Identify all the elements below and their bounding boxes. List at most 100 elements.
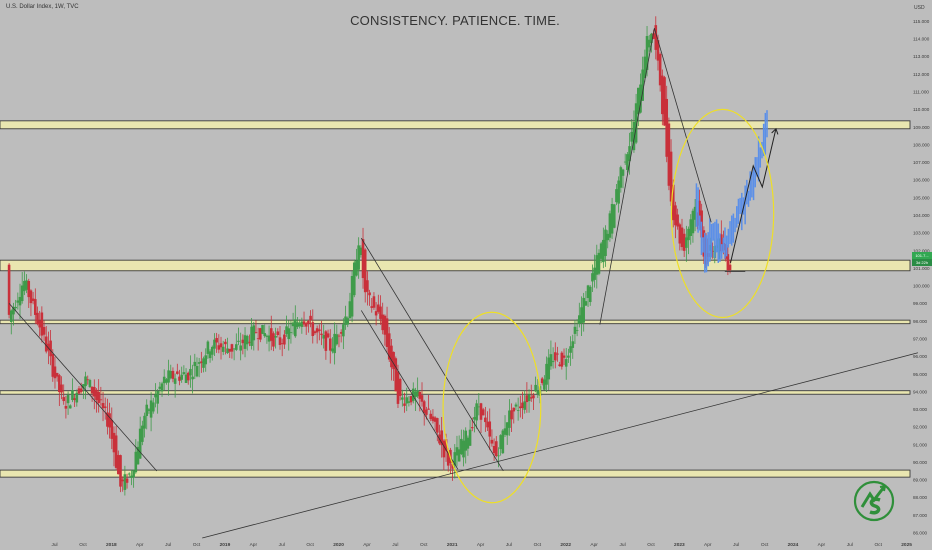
candle-body-229 xyxy=(508,410,511,428)
candle-body-203 xyxy=(451,463,454,469)
y-tick-5: 110.000 xyxy=(913,107,930,112)
candle-body-188 xyxy=(418,391,422,399)
candle-body-252 xyxy=(558,364,561,366)
trendline-0 xyxy=(8,303,158,472)
candle-body-140 xyxy=(313,331,317,334)
candle-body-150 xyxy=(335,334,339,345)
y-tick-9: 106.000 xyxy=(913,178,930,183)
candle-body-117 xyxy=(263,333,267,337)
candle-body-179 xyxy=(398,379,402,396)
y-axis[interactable]: USD 115.000 114.000 113.000 112.000 111.000 11… xyxy=(913,5,930,536)
candle-body-287 xyxy=(634,103,638,143)
candle-body-0 xyxy=(7,264,11,315)
candle-body-32 xyxy=(77,388,81,394)
y-tick-10: 105.000 xyxy=(913,195,930,200)
candle-body-42 xyxy=(99,399,103,401)
candle-body-73 xyxy=(167,370,170,383)
candle-body-87 xyxy=(197,362,201,364)
candle-body-212 xyxy=(470,427,474,429)
candle-body-193 xyxy=(429,413,433,420)
candle-body-76 xyxy=(173,378,177,384)
x-tick-10: 2020 xyxy=(333,542,344,548)
candle-body-314 xyxy=(693,206,697,220)
candle-body-284 xyxy=(628,146,631,162)
candle-body-108 xyxy=(243,335,247,349)
candle-body-135 xyxy=(302,321,306,325)
candle-body-46 xyxy=(108,413,111,428)
candle-body-112 xyxy=(252,325,256,341)
candle-body-239 xyxy=(529,397,533,399)
candle-body-330 xyxy=(728,264,732,271)
y-tick-1: 114.000 xyxy=(913,37,930,42)
candle-body-113 xyxy=(254,332,258,334)
x-tick-30: 2025 xyxy=(901,542,912,548)
brand-logo-icon xyxy=(853,480,895,522)
candle-body-204 xyxy=(453,452,457,466)
candle-body-123 xyxy=(276,331,280,336)
candle-body-103 xyxy=(232,348,236,350)
candle-body-9 xyxy=(27,280,31,298)
x-axis[interactable]: Jul Oct 2018 Apr Jul Oct 2019 Apr Jul Oct 2020 Apr J… xyxy=(51,542,912,548)
candle-body-8 xyxy=(25,280,28,290)
projection-series xyxy=(695,110,779,273)
candle-body-260 xyxy=(575,330,579,331)
candle-body-74 xyxy=(169,370,173,379)
candle-body-231 xyxy=(512,407,516,412)
y-tick-26: 89.000 xyxy=(913,478,927,483)
candle-body-254 xyxy=(562,355,566,358)
candle-body-55 xyxy=(127,473,131,475)
candle-body-127 xyxy=(285,326,288,334)
y-tick-25: 90.000 xyxy=(913,460,927,465)
candle-body-100 xyxy=(226,348,229,354)
x-tick-13: Oct xyxy=(420,542,428,548)
candle-body-125 xyxy=(280,343,284,344)
candle-body-259 xyxy=(573,326,577,334)
candle-body-316 xyxy=(698,200,701,226)
symbol-label[interactable]: U.S. Dollar Index, 1W, TVC xyxy=(6,4,79,10)
candle-body-102 xyxy=(230,344,234,352)
candle-body-34 xyxy=(82,384,85,389)
candle-body-149 xyxy=(333,333,336,354)
x-tick-7: Apr xyxy=(250,542,258,548)
candle-body-109 xyxy=(245,335,249,345)
y-tick-21: 94.000 xyxy=(913,389,927,394)
candle-body-221 xyxy=(490,439,494,444)
candle-body-196 xyxy=(436,418,439,433)
candle-body-214 xyxy=(475,403,478,421)
candle-body-54 xyxy=(125,478,129,483)
candle-body-83 xyxy=(189,368,192,376)
candle-body-278 xyxy=(615,189,618,203)
candle-body-49 xyxy=(114,435,118,468)
candle-body-43 xyxy=(101,403,105,409)
y-tick-4: 111.000 xyxy=(913,90,929,95)
candle-body-227 xyxy=(503,428,507,435)
y-axis-currency: USD xyxy=(914,5,925,11)
x-tick-25: Oct xyxy=(761,542,769,548)
candle-body-51 xyxy=(119,455,122,487)
candle-body-121 xyxy=(272,333,275,347)
y-tick-12: 103.000 xyxy=(913,231,930,236)
candle-body-105 xyxy=(237,340,240,342)
candle-body-1 xyxy=(9,310,13,322)
candle-body-24 xyxy=(60,384,63,393)
candle-body-220 xyxy=(488,421,492,437)
candle-body-233 xyxy=(516,410,520,411)
candle-body-289 xyxy=(639,84,642,113)
candle-body-40 xyxy=(95,389,98,400)
candle-body-219 xyxy=(486,421,489,428)
y-tick-15: 100.000 xyxy=(913,284,930,289)
zone-1 xyxy=(0,259,911,272)
candle-body-303 xyxy=(669,151,673,202)
candle-body-329 xyxy=(726,254,730,271)
candle-body-162 xyxy=(361,239,365,279)
x-tick-20: Jul xyxy=(620,542,626,548)
x-tick-24: Jul xyxy=(733,542,739,548)
candle-body-274 xyxy=(606,233,610,241)
candle-body-70 xyxy=(160,383,164,392)
candle-body-199 xyxy=(442,440,446,458)
candle-body-99 xyxy=(224,341,227,345)
candle-body-92 xyxy=(208,351,212,359)
x-tick-26: 2024 xyxy=(788,542,799,548)
candle-body-20 xyxy=(51,353,55,377)
x-tick-6: 2019 xyxy=(220,542,231,548)
